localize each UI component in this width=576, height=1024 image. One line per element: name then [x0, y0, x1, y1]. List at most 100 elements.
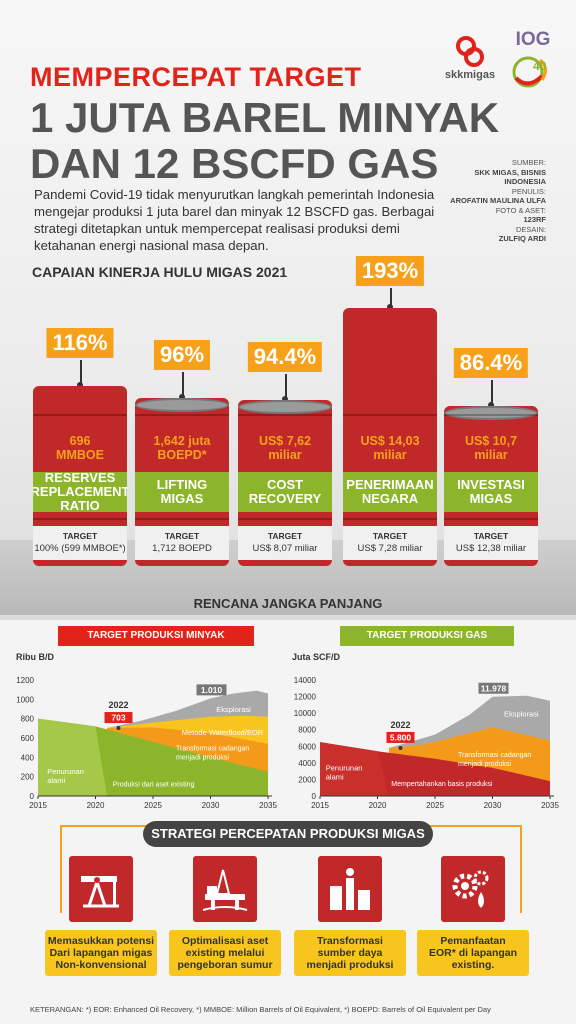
pumpjack-icon: [81, 876, 119, 908]
kinerja-value: 1,642 juta BOEPD*: [135, 434, 229, 462]
area-label-line: Metode Waterflood/EOR: [182, 728, 264, 737]
y-tick-label: 600: [21, 734, 35, 743]
kinerja-target: TARGET US$ 7,28 miliar: [343, 526, 437, 560]
kinerja-percent: 94.4%: [247, 342, 323, 372]
y-tick-label: 12000: [294, 693, 317, 702]
kinerja-percent: 193%: [355, 256, 425, 286]
barrel-rib: [238, 414, 332, 416]
strategi-label-line1: Optimalisasi aset: [181, 935, 269, 947]
barrel-rib: [33, 518, 127, 520]
kinerja-label: COST RECOVERY: [238, 472, 332, 512]
kinerja-label: RESERVES REPLACEMENT RATIO: [33, 471, 127, 513]
barrel-rib: [135, 414, 229, 416]
gas-production-chart: 0 2000 4000 6000 8000 10000 12000 14000 2015 2020…: [294, 676, 560, 810]
percent-pointer: [182, 372, 184, 400]
y-tick-label: 14000: [294, 676, 317, 685]
skkmigas-logo: skkmigas: [440, 35, 500, 81]
y-tick-label: 2000: [298, 775, 316, 784]
area-label: Metode Waterflood/EOR: [182, 728, 264, 737]
penurunan-alami-area: [38, 718, 107, 796]
kinerja-label-line2: NEGARA: [361, 491, 419, 506]
strategi-label-line3: menjadi produksi: [306, 959, 394, 971]
kinerja-value-line2: BOEPD*: [157, 448, 207, 462]
annotation-value: 5.800: [390, 732, 412, 742]
kinerja-target-value: 100% (599 MMBOE*): [34, 543, 126, 554]
kinerja-value-line2: MMBOE: [56, 448, 104, 462]
area-label-line: Transformasi cadangan: [176, 746, 249, 753]
kinerja-label-line2: MIGAS: [469, 491, 513, 506]
y-tick-label: 0: [30, 792, 35, 801]
strategi-label: Optimalisasi aset existing melalui pengebo…: [169, 930, 281, 976]
intro-paragraph: Pandemi Covid-19 tidak menyurutkan langk…: [34, 187, 435, 253]
strategi-label-line3: Non-konvensional: [55, 959, 147, 971]
barrel-rib: [444, 518, 538, 520]
kinerja-value-line2: miliar: [474, 448, 508, 462]
area-label-line: alami: [326, 772, 344, 781]
kinerja-value: US$ 14,03 miliar: [343, 434, 437, 462]
credit-desain-label: DESAIN:: [515, 224, 546, 234]
kinerja-target: TARGET US$ 8,07 miliar: [238, 526, 332, 560]
barrel-rib: [238, 518, 332, 520]
y-tick-label: 6000: [298, 742, 316, 751]
barrel-body: US$ 7,62 miliar COST RECOVERY TARGET US$ 8,0…: [238, 400, 332, 566]
kinerja-value-line1: US$ 7,62: [258, 434, 312, 448]
iog-logo-number: 40: [533, 59, 547, 73]
area-label-line: menjadi produksi: [458, 761, 511, 768]
area-label-line: Transformasi cadangan: [458, 752, 531, 759]
strategi-label-line1: Memasukkan potensi: [47, 935, 155, 947]
kinerja-target-value: US$ 8,07 miliar: [252, 543, 318, 554]
pointer-dot: [387, 304, 393, 310]
kinerja-target: TARGET 100% (599 MMBOE*): [33, 526, 127, 560]
footnote: KETERANGAN: *) EOR: Enhanced Oil Recover…: [30, 1005, 491, 1014]
credit-penulis-label: PENULIS:: [511, 186, 546, 196]
annotation-dot: [398, 745, 403, 750]
kinerja-target-label: TARGET: [62, 531, 98, 541]
barrel-lid: [238, 400, 332, 414]
pointer-dot: [179, 394, 185, 400]
barrel-lid: [444, 406, 538, 420]
kinerja-value: 696 MMBOE: [33, 434, 127, 462]
pointer-dot: [488, 402, 494, 408]
x-tick-label: 2035: [259, 801, 277, 810]
y-tick-label: 4000: [298, 759, 316, 768]
kinerja-target-label: TARGET: [164, 531, 200, 541]
kinerja-value: US$ 7,62 miliar: [238, 434, 332, 462]
peak-value-box: [478, 682, 509, 694]
kinerja-target-value: US$ 12,38 miliar: [455, 543, 527, 554]
area-label: Transformasi cadangan menjadi produksi: [458, 752, 531, 768]
barrel-rib: [33, 414, 127, 416]
area-label-line: menjadi produksi: [176, 755, 229, 762]
kinerja-label: LIFTING MIGAS: [135, 472, 229, 512]
kinerja-value: US$ 10,7 miliar: [444, 434, 538, 462]
y-tick-label: 400: [21, 753, 35, 762]
strategi-label: Pemanfaatan EOR* di lapangan existing.: [417, 930, 529, 976]
strategi-label-line3: existing.: [451, 959, 495, 971]
barrel-body: US$ 14,03 miliar PENERIMAAN NEGARA TARGET US$…: [343, 308, 437, 566]
kinerja-label-line1: INVESTASI: [457, 477, 525, 492]
credit-sumber-label: SUMBER:: [511, 158, 546, 167]
kinerja-percent: 116%: [46, 328, 114, 358]
kinerja-label-line1: PENERIMAAN: [346, 477, 434, 492]
strategi-icon-box: [69, 856, 133, 922]
x-tick-label: 2025: [426, 801, 444, 810]
minyak-chart-title: TARGET PRODUKSI MINYAK: [58, 626, 254, 646]
y-tick-label: 10000: [294, 709, 317, 718]
strategi-label-line2: sumber daya: [317, 947, 383, 959]
kinerja-target-value: US$ 7,28 miliar: [357, 543, 423, 554]
x-tick-label: 2030: [202, 801, 220, 810]
kinerja-value-line2: miliar: [373, 448, 407, 462]
credits-block: SUMBER: SKK MIGAS, BISNIS INDONESIA PENU…: [436, 158, 546, 244]
percent-pointer: [80, 360, 82, 388]
y-tick-label: 1000: [16, 695, 34, 704]
x-tick-label: 2020: [369, 801, 387, 810]
percent-pointer: [491, 380, 493, 408]
strategi-title: STRATEGI PERCEPATAN PRODUKSI MIGAS: [143, 821, 433, 847]
annotation-year: 2022: [390, 720, 410, 730]
strategi-label: Memasukkan potensi Dari lapangan migas Non…: [45, 930, 157, 976]
kinerja-percent: 96%: [153, 340, 211, 370]
iog-logo: IOG 40: [505, 30, 561, 95]
credit-desain: ZULFIQ ARDI: [498, 234, 546, 243]
penurunan-alami-area: [320, 742, 389, 796]
area-label: Produksi dari aset existing: [113, 781, 195, 788]
barrel-body: 1,642 juta BOEPD* LIFTING MIGAS TARGET 1,712 …: [135, 398, 229, 566]
